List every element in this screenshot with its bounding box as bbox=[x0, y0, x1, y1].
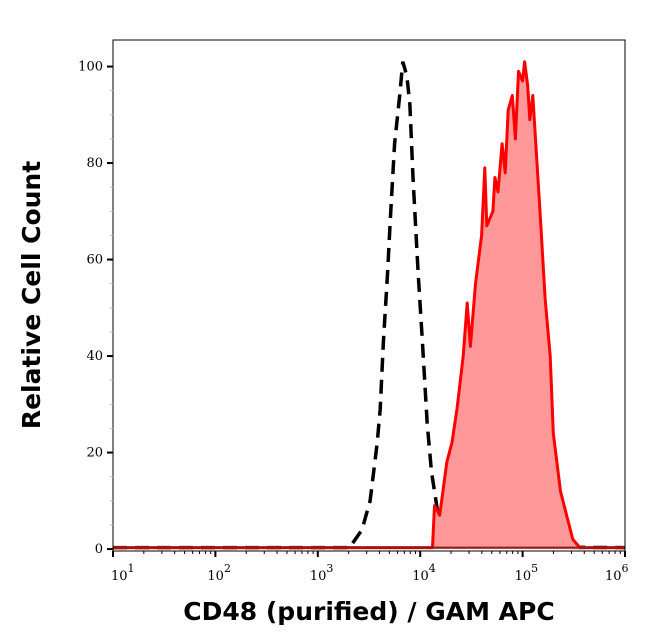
y-tick-label: 40 bbox=[86, 349, 103, 364]
plot-frame bbox=[112, 39, 626, 552]
x-tick-label: 102 bbox=[207, 562, 231, 584]
y-tick-label: 20 bbox=[86, 446, 103, 461]
stained-histogram-line bbox=[113, 60, 625, 550]
ticks-layer: 0 20 40 60 80 100 101 102 103 104 105 106 bbox=[78, 60, 628, 584]
series-layer bbox=[113, 60, 626, 550]
y-axis-label: Relative Cell Count bbox=[17, 161, 46, 429]
y-tick-label: 80 bbox=[86, 156, 103, 171]
x-tick-label: 106 bbox=[605, 562, 629, 584]
x-tick-label: 103 bbox=[310, 562, 334, 584]
stained-histogram-fill bbox=[113, 61, 625, 550]
x-axis-label: CD48 (purified) / GAM APC bbox=[183, 597, 554, 626]
control-histogram-dashed-line bbox=[113, 61, 626, 550]
x-tick-label: 101 bbox=[111, 562, 135, 584]
y-tick-label: 100 bbox=[78, 60, 103, 75]
y-tick-label: 60 bbox=[86, 253, 103, 268]
x-tick-label: 105 bbox=[515, 562, 539, 584]
x-tick-label: 104 bbox=[412, 562, 436, 584]
y-tick-label: 0 bbox=[95, 542, 103, 557]
